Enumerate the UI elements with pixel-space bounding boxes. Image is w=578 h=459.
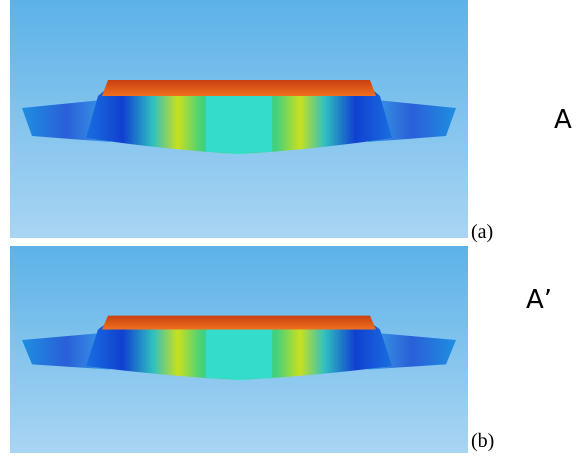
panel-caption: (b) — [471, 430, 494, 452]
render-b — [10, 246, 468, 454]
marker-label: A’ — [526, 285, 552, 315]
panel-caption: (a) — [471, 221, 493, 243]
marker-label: A — [554, 105, 572, 135]
render-a — [10, 0, 468, 238]
